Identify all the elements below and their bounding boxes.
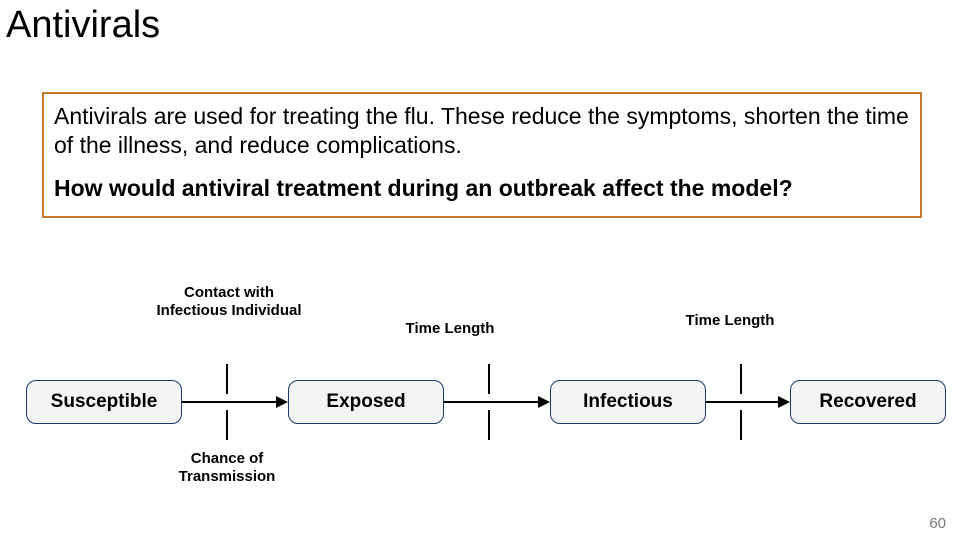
gate-tick-bottom-2: [740, 410, 742, 440]
node-recovered: Recovered: [790, 380, 946, 424]
arrow-line-0: [182, 401, 278, 403]
node-infectious: Infectious: [550, 380, 706, 424]
node-susceptible: Susceptible: [26, 380, 182, 424]
gate-tick-top-2: [740, 364, 742, 394]
slide: Antivirals Antivirals are used for treat…: [0, 0, 960, 540]
gate-tick-top-0: [226, 364, 228, 394]
gate-tick-bottom-0: [226, 410, 228, 440]
node-exposed: Exposed: [288, 380, 444, 424]
arrow-head-1: [538, 396, 550, 408]
page-title: Antivirals: [6, 4, 160, 47]
edge-label-above-1: Time Length: [400, 320, 500, 338]
info-question-text: How would antiviral treatment during an …: [54, 174, 910, 203]
slide-number: 60: [929, 515, 946, 532]
edge-label-above-0: Contact with Infectious Individual: [144, 284, 314, 320]
gate-tick-top-1: [488, 364, 490, 394]
info-box: Antivirals are used for treating the flu…: [42, 92, 922, 218]
arrow-head-2: [778, 396, 790, 408]
arrow-line-2: [706, 401, 780, 403]
edge-label-above-2: Time Length: [680, 312, 780, 330]
gate-tick-bottom-1: [488, 410, 490, 440]
arrow-head-0: [276, 396, 288, 408]
info-intro-text: Antivirals are used for treating the flu…: [54, 102, 910, 160]
seir-diagram: Contact with Infectious Individual Chance…: [0, 280, 960, 500]
arrow-line-1: [444, 401, 540, 403]
edge-label-below-0: Chance of Transmission: [172, 450, 282, 486]
